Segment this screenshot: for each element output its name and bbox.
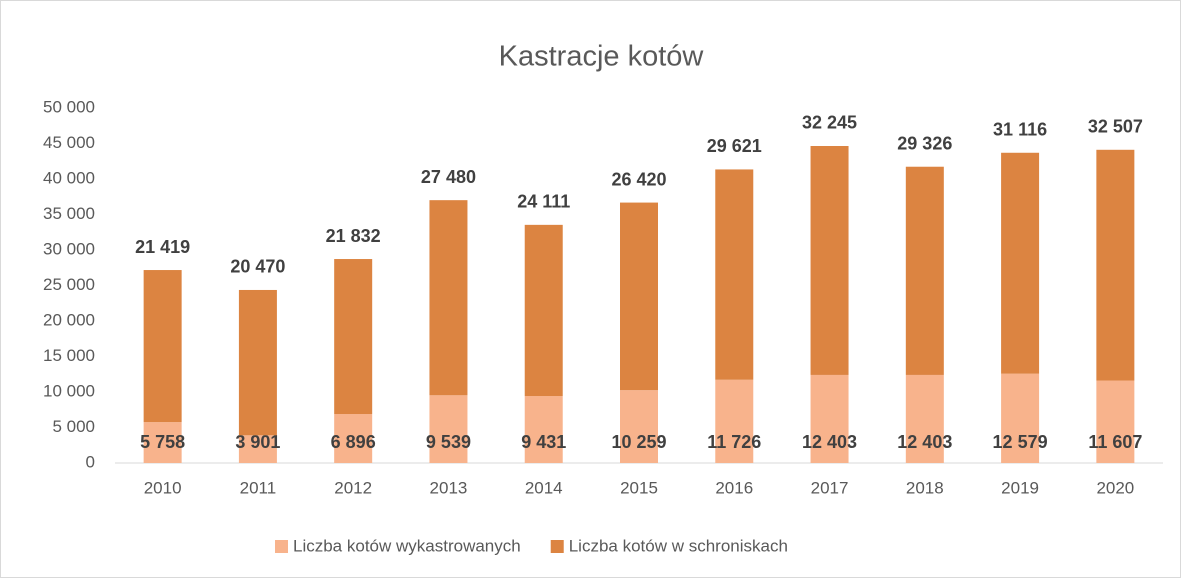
bar-segment	[905, 166, 944, 375]
bar-segment	[715, 379, 754, 463]
bar-segment	[810, 145, 849, 375]
data-label: 29 326	[897, 133, 952, 153]
data-label: 11 726	[707, 432, 761, 452]
x-tick-label: 2011	[240, 478, 277, 497]
bar-segment	[429, 200, 468, 396]
y-tick-label: 10 000	[43, 381, 95, 400]
y-tick-label: 45 000	[43, 133, 95, 152]
y-tick-label: 25 000	[43, 275, 95, 294]
data-label: 27 480	[421, 167, 476, 187]
bar-segment	[905, 374, 944, 463]
x-tick-label: 2012	[334, 478, 372, 497]
data-label: 29 621	[707, 136, 762, 156]
data-label: 11 607	[1088, 432, 1142, 452]
data-label: 32 245	[802, 113, 857, 133]
y-tick-label: 30 000	[43, 239, 95, 258]
data-label: 26 420	[611, 169, 666, 189]
bar-segment	[620, 202, 658, 391]
bar-segment	[1001, 152, 1040, 374]
bar-segment	[810, 374, 849, 463]
data-label: 5 758	[140, 432, 185, 452]
bar-segment	[1096, 149, 1135, 381]
data-label: 32 507	[1088, 117, 1143, 137]
legend-swatch	[550, 540, 564, 553]
bar-segment	[524, 224, 563, 397]
bar-segment	[429, 395, 468, 463]
legend-swatch	[275, 540, 288, 553]
y-tick-label: 40 000	[43, 168, 95, 187]
bar-segment	[715, 169, 754, 380]
data-label: 6 896	[331, 432, 376, 452]
data-label: 10 259	[611, 432, 666, 452]
bar-segment	[238, 289, 277, 436]
data-label: 24 111	[517, 192, 570, 212]
x-tick-label: 2019	[1001, 478, 1039, 497]
data-label: 3 901	[235, 432, 280, 452]
x-tick-label: 2020	[1096, 478, 1134, 497]
x-tick-label: 2010	[144, 478, 182, 497]
y-tick-label: 20 000	[43, 310, 95, 329]
bar-segment	[524, 396, 563, 463]
bar-segment	[143, 270, 182, 423]
y-tick-label: 15 000	[43, 346, 95, 365]
y-tick-label: 5 000	[52, 417, 95, 436]
bar-segment	[620, 390, 658, 463]
y-tick-label: 35 000	[43, 204, 95, 223]
data-label: 31 116	[993, 120, 1047, 140]
x-tick-label: 2014	[525, 478, 563, 497]
x-tick-label: 2015	[620, 478, 658, 497]
bar-segment	[1001, 373, 1040, 463]
data-label: 9 431	[521, 432, 566, 452]
data-label: 9 539	[426, 432, 471, 452]
legend-label: Liczba kotów wykastrowanych	[293, 536, 521, 555]
x-tick-label: 2016	[715, 478, 753, 497]
bar-segment	[143, 422, 182, 463]
legend-label: Liczba kotów w schroniskach	[569, 536, 788, 555]
x-tick-label: 2018	[906, 478, 944, 497]
y-tick-label: 0	[86, 452, 95, 471]
data-label: 21 419	[135, 237, 190, 257]
data-label: 12 403	[802, 432, 857, 452]
data-label: 21 832	[326, 226, 381, 246]
bar-segment	[1096, 380, 1135, 463]
data-label: 12 579	[993, 432, 1048, 452]
bar-segment	[334, 259, 373, 415]
chart-title: Kastracje kotów	[499, 41, 705, 73]
x-tick-label: 2013	[430, 478, 468, 497]
data-label: 12 403	[897, 432, 952, 452]
data-label: 20 470	[230, 257, 285, 277]
bar-segment	[238, 435, 277, 463]
x-tick-label: 2017	[811, 478, 849, 497]
bar-segment	[334, 414, 373, 463]
y-tick-label: 50 000	[43, 97, 95, 116]
